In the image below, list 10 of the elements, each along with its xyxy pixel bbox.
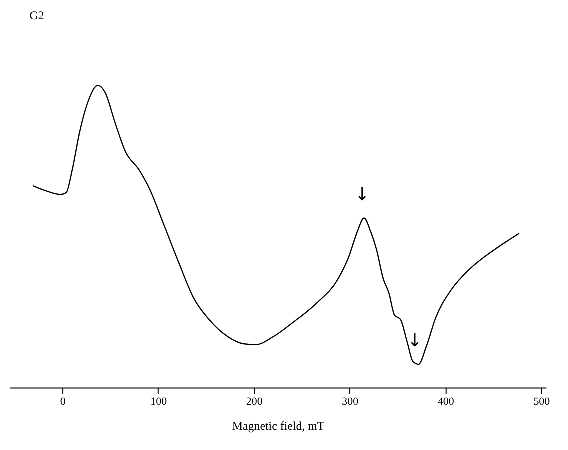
annotation: ↓	[407, 330, 422, 352]
chart-title: G2	[30, 8, 44, 22]
annotation: ↓	[354, 184, 370, 206]
x-tick-label: 500	[534, 396, 551, 408]
x-tick-label: 0	[60, 396, 66, 408]
x-tick-label: 200	[246, 396, 264, 408]
x-tick-label: 300	[342, 396, 360, 408]
x-axis-title: Magnetic field, mT	[232, 419, 326, 434]
x-tick-label: 100	[150, 396, 168, 408]
x-tick-label: 400	[438, 396, 455, 408]
